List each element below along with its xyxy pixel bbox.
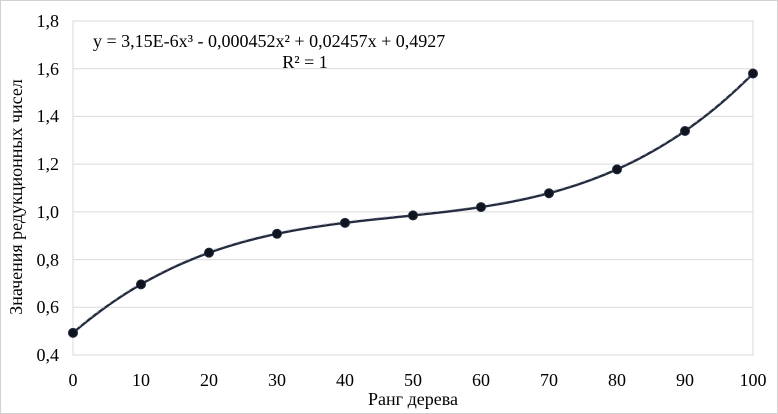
y-tick-label: 0,8: [36, 249, 60, 270]
data-point-marker: [340, 217, 350, 228]
data-point-marker: [68, 327, 78, 338]
x-tick-label: 80: [608, 370, 626, 390]
x-tick-label: 40: [336, 370, 354, 390]
data-point-marker: [136, 279, 146, 290]
r-squared-text: R² = 1: [282, 52, 328, 72]
x-tick-label: 50: [404, 370, 422, 390]
data-point-marker: [748, 68, 758, 79]
data-point-marker: [408, 210, 418, 221]
trendline-annotation: y = 3,15E-6x³ - 0,000452x² + 0,02457x + …: [93, 31, 517, 72]
x-tick-label: 10: [132, 370, 150, 390]
x-tick-label: 70: [540, 370, 558, 390]
data-point-marker: [204, 247, 214, 258]
trendline-equation-text: y = 3,15E-6x³ - 0,000452x² + 0,02457x + …: [93, 31, 446, 51]
x-tick-label: 100: [739, 370, 767, 390]
data-point-marker: [476, 202, 486, 213]
x-tick-label: 0: [68, 370, 78, 390]
data-point-marker: [612, 164, 622, 175]
trendline-dashed: [72, 71, 754, 332]
y-tick-label: 1,4: [36, 106, 60, 127]
y-tick-label: 1,6: [36, 58, 60, 79]
plot-border: [72, 20, 754, 356]
data-point-marker: [272, 228, 282, 239]
x-axis-title: Ранг дерева: [368, 389, 458, 409]
series-line: [71, 72, 755, 335]
y-tick-label: 0,4: [36, 345, 60, 365]
x-tick-label: 30: [268, 370, 286, 390]
y-tick-label: 0,6: [36, 297, 60, 318]
x-tick-label: 90: [676, 370, 694, 390]
y-tick-label: 1,0: [36, 201, 60, 222]
data-point-marker: [680, 125, 690, 136]
data-point-marker: [544, 188, 554, 199]
x-tick-label: 60: [472, 370, 490, 390]
y-tick-label: 1,8: [36, 11, 60, 31]
y-tick-label: 1,2: [36, 154, 60, 175]
x-tick-label: 20: [200, 370, 218, 390]
